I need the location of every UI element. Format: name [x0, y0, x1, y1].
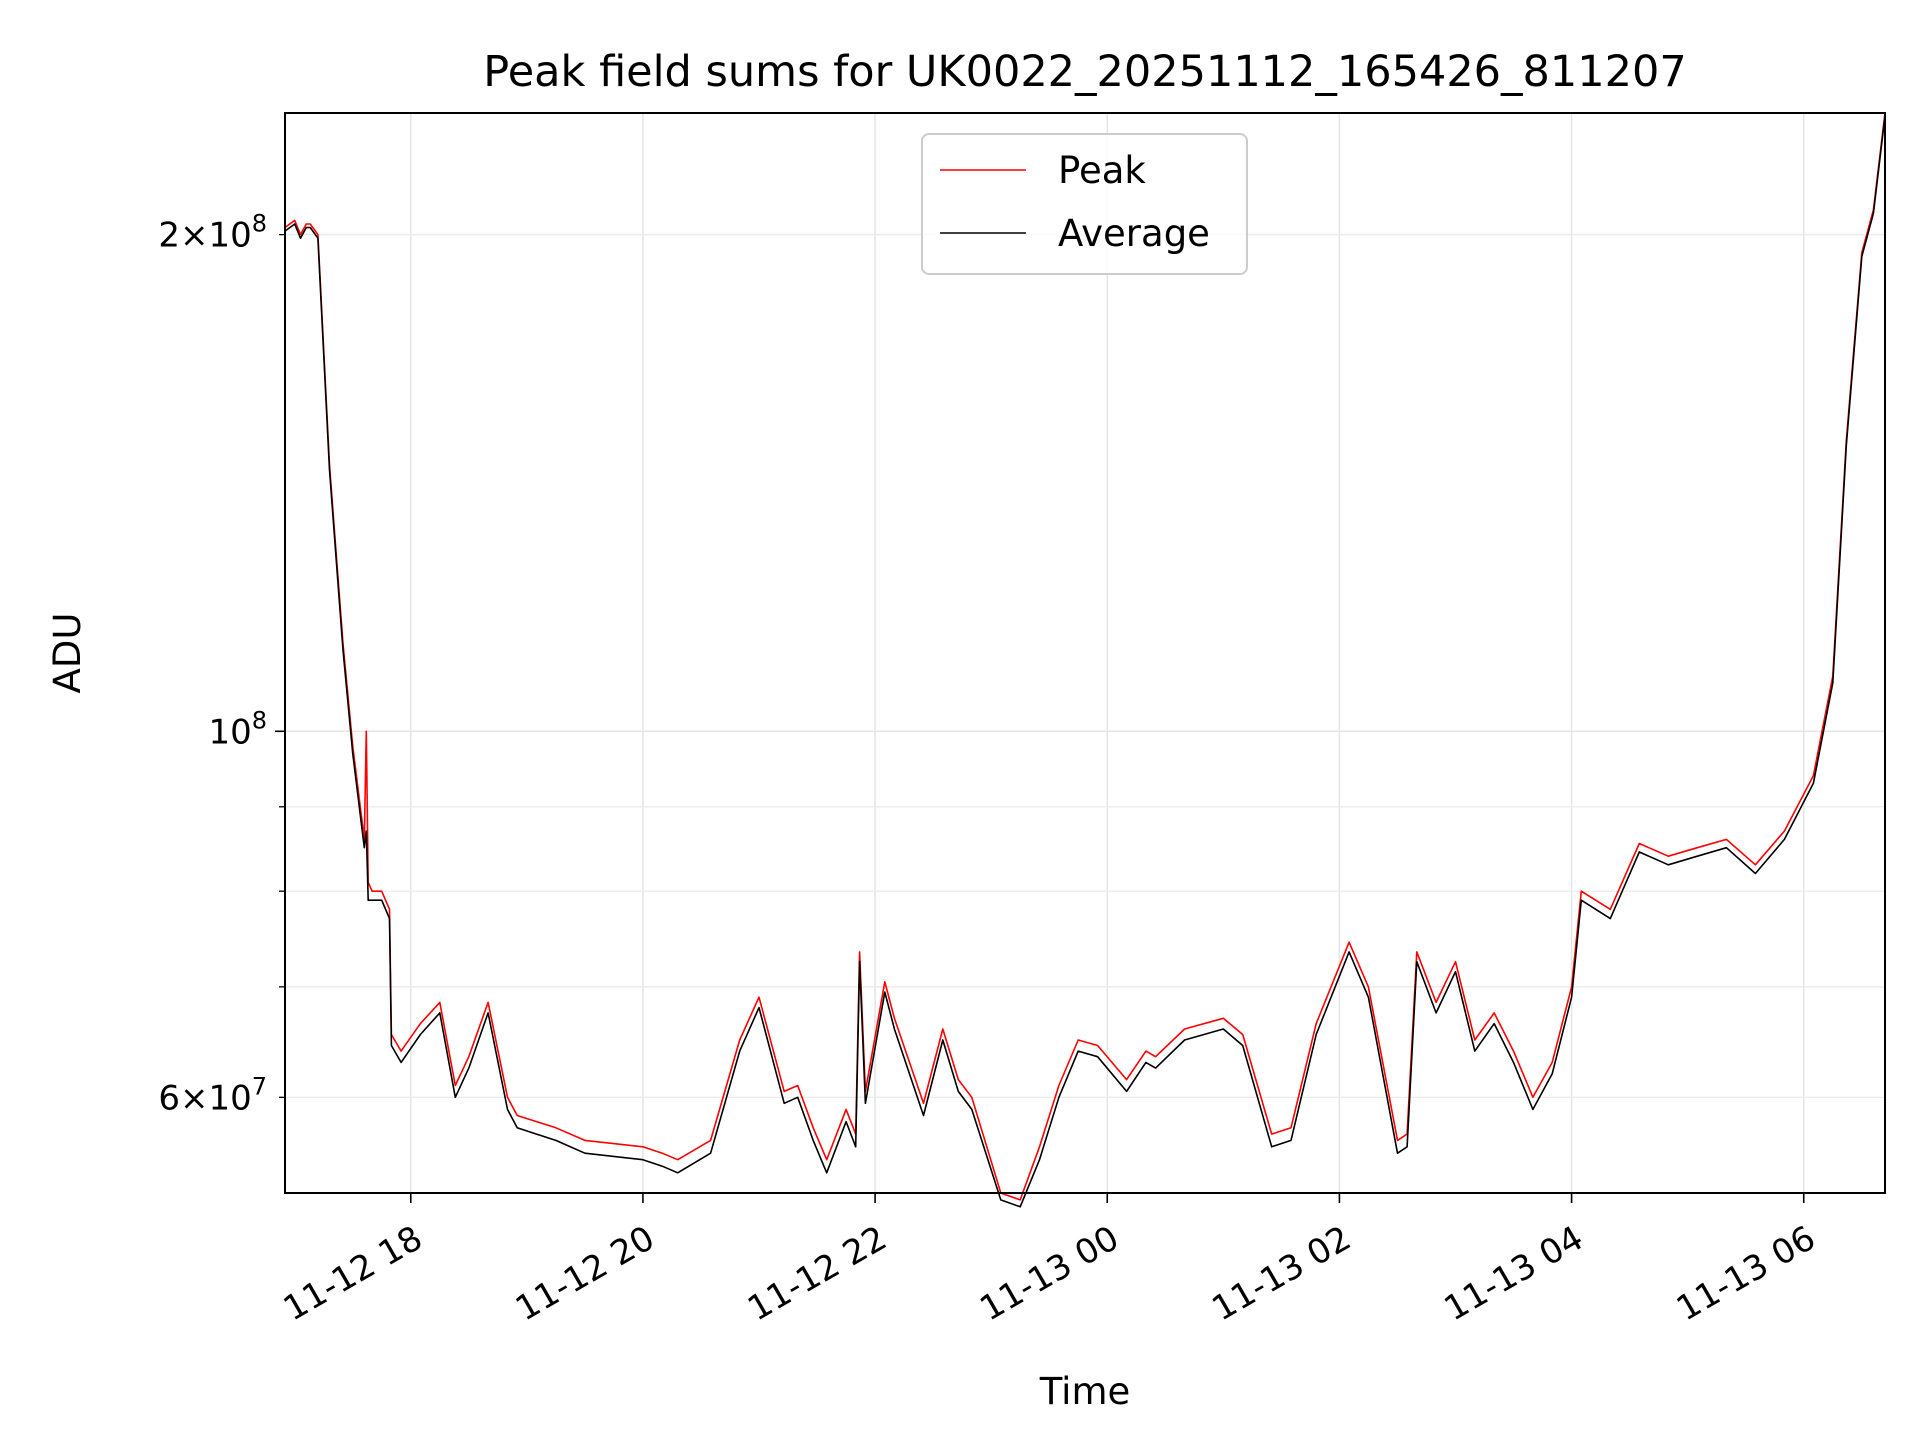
legend: Peak Average	[921, 133, 1248, 275]
y-minor-tick-label: 6×107	[158, 1072, 267, 1118]
chart-title: Peak field sums for UK0022_20251112_1654…	[483, 47, 1686, 97]
series-average-line	[284, 115, 1886, 1208]
legend-peak-label: Peak	[1058, 149, 1146, 192]
plot-frame	[284, 112, 1886, 1194]
x-axis-label: Time	[1039, 1370, 1131, 1413]
y-axis-label: ADU	[46, 613, 89, 694]
legend-box	[921, 133, 1248, 275]
legend-average-label: Average	[1058, 212, 1210, 255]
y-minor-tick-label: 2×108	[158, 210, 267, 256]
series-layer	[284, 112, 1886, 1208]
